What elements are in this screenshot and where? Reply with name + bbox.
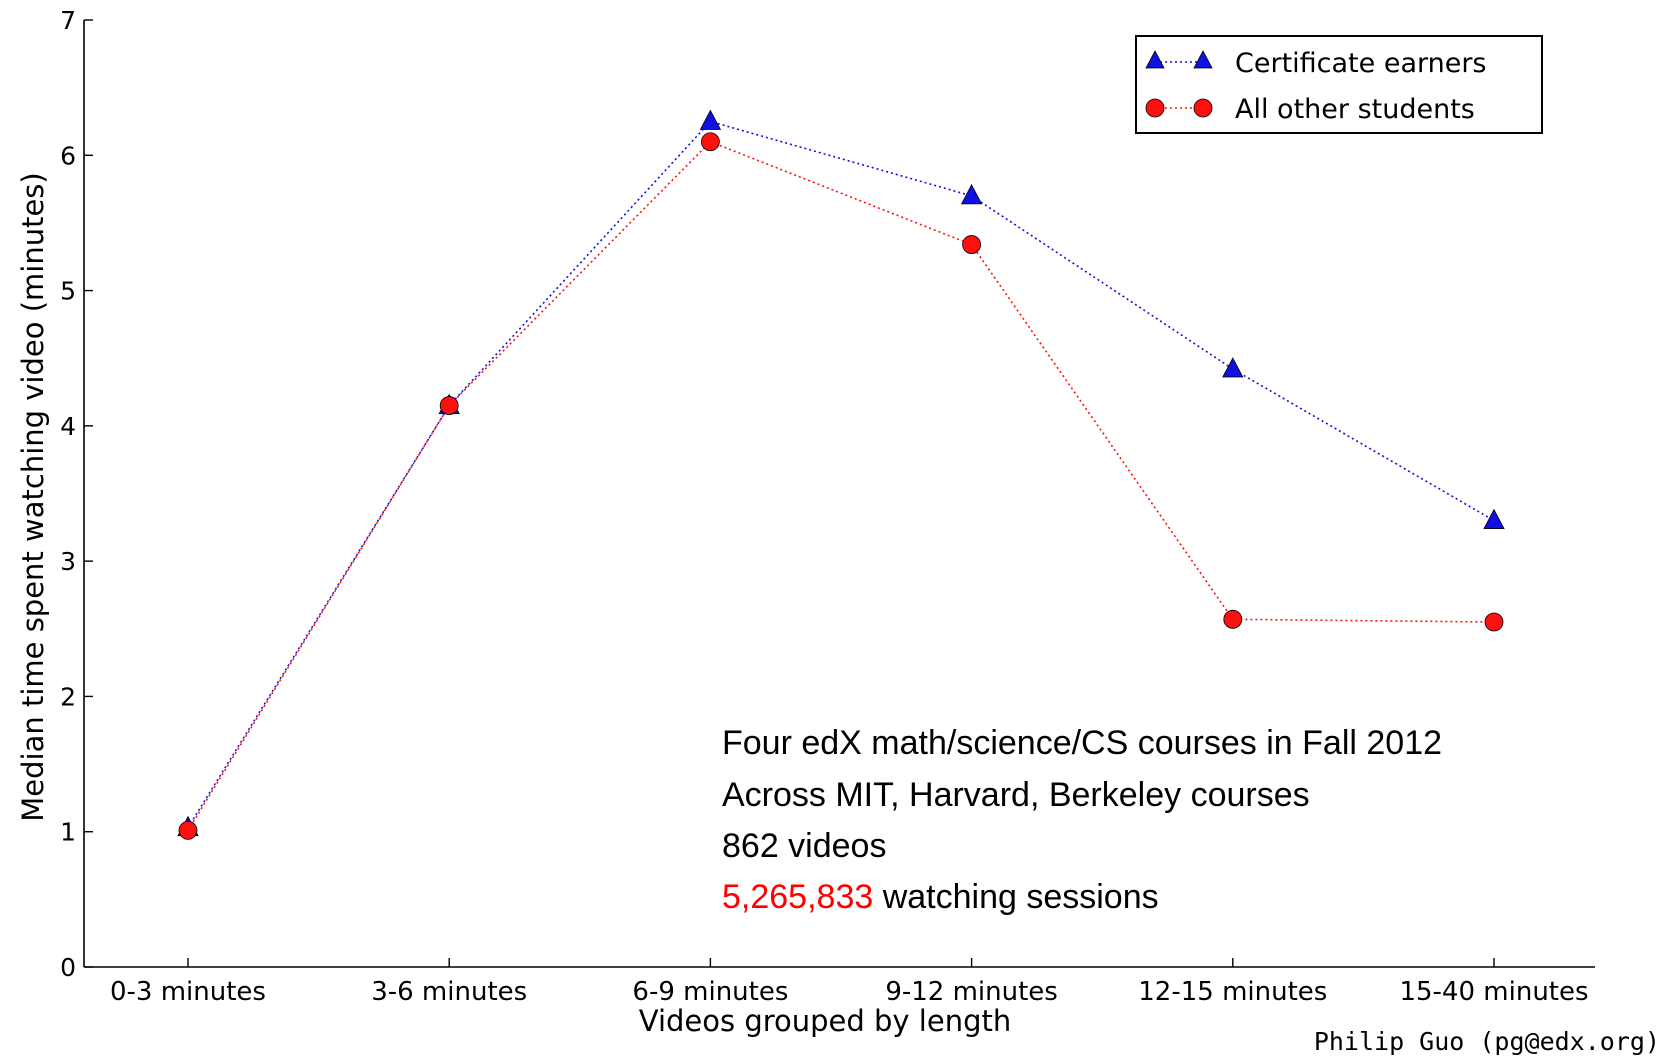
legend: Certificate earners All other students xyxy=(1135,35,1543,134)
x-tick-label: 0-3 minutes xyxy=(110,977,266,1007)
annotation-line-1: Four edX math/science/CS courses in Fall… xyxy=(722,724,1442,762)
x-axis-label: Videos grouped by length xyxy=(639,1004,1012,1038)
annotation-line-3: 862 videos xyxy=(722,827,886,865)
series-line xyxy=(187,140,1495,831)
series-line xyxy=(187,120,1495,829)
data-point-circle xyxy=(439,396,459,415)
annotation-block: Four edX math/science/CS courses in Fall… xyxy=(722,724,1442,916)
sessions-count: 5,265,833 xyxy=(722,878,873,916)
annotation-line-4: 5,265,833 watching sessions xyxy=(722,878,1159,916)
legend-label-others: All other students xyxy=(1235,94,1475,125)
x-tick-label: 6-9 minutes xyxy=(632,977,788,1007)
y-tick-label: 7 xyxy=(60,6,76,35)
data-point-circle xyxy=(1223,609,1243,629)
legend-circle-icon xyxy=(1145,98,1165,118)
data-point-circle xyxy=(1484,612,1504,632)
data-point-triangle xyxy=(699,109,722,130)
y-tick-label: 4 xyxy=(60,412,76,441)
axes: 0 1 2 3 4 5 6 7 0-3 minutes 3-6 minutes 6-9 minute… xyxy=(60,6,1595,1007)
credit-text: Philip Guo (pg@edx.org) xyxy=(1314,1027,1660,1056)
y-tick-label: 6 xyxy=(60,141,76,170)
y-axis-label: Median time spent watching video (minute… xyxy=(16,172,50,821)
y-tick-label: 0 xyxy=(60,953,76,982)
annotation-line-2: Across MIT, Harvard, Berkeley courses xyxy=(722,776,1310,814)
y-tick-label: 5 xyxy=(60,277,76,306)
x-tick-label: 3-6 minutes xyxy=(371,977,527,1007)
y-tick-label: 3 xyxy=(60,547,76,576)
data-point-circle xyxy=(962,235,981,254)
series-layer xyxy=(177,109,1505,840)
series-all-other-students xyxy=(178,132,1504,840)
sessions-label: watching sessions xyxy=(873,878,1158,916)
data-point-triangle xyxy=(1222,357,1244,378)
data-point-circle xyxy=(178,820,198,840)
legend-circle-icon xyxy=(1193,98,1213,118)
x-tick-label: 12-15 minutes xyxy=(1138,977,1327,1007)
data-point-triangle xyxy=(1483,508,1505,529)
legend-triangle-icon xyxy=(1145,50,1165,69)
data-point-circle xyxy=(701,132,720,152)
x-tick-label: 15-40 minutes xyxy=(1399,977,1588,1007)
y-tick-label: 1 xyxy=(60,818,76,847)
legend-label-certificate: Certificate earners xyxy=(1235,48,1487,79)
x-tick-label: 9-12 minutes xyxy=(885,977,1058,1007)
y-tick-label: 2 xyxy=(60,682,76,711)
legend-triangle-icon xyxy=(1193,50,1213,69)
data-point-triangle xyxy=(960,184,983,205)
